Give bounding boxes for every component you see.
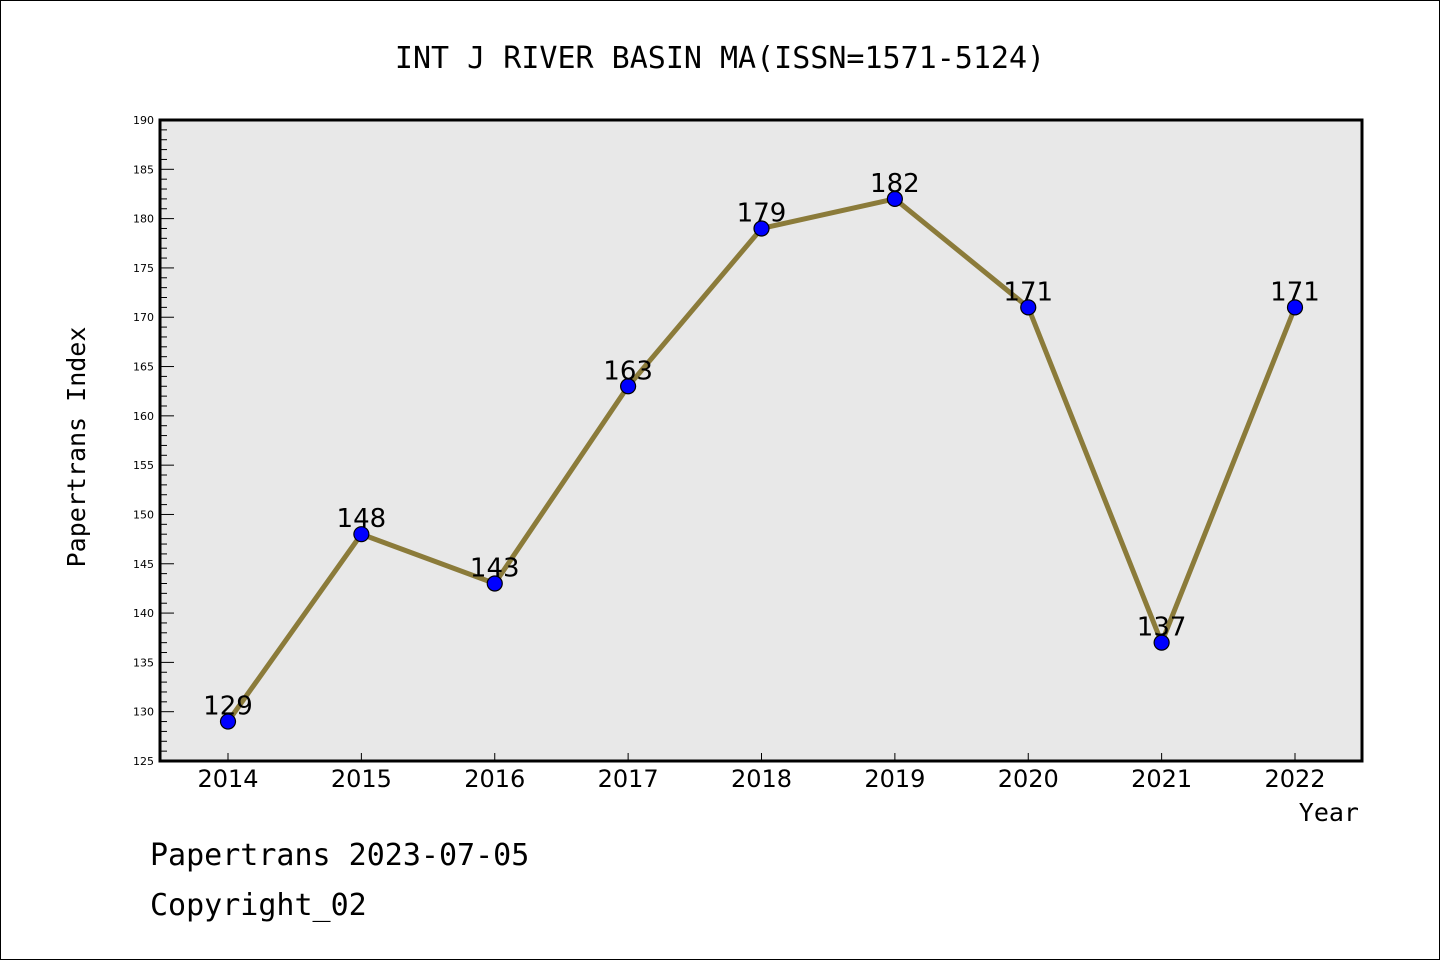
data-label: 182	[870, 169, 920, 199]
data-label: 148	[337, 504, 387, 534]
data-label: 171	[1270, 277, 1320, 307]
y-tick-label: 185	[133, 163, 154, 176]
chart-title: INT J RIVER BASIN MA(ISSN=1571-5124)	[395, 41, 1045, 76]
data-point	[1020, 299, 1037, 316]
x-tick-label: 2020	[998, 765, 1059, 793]
y-tick-label: 190	[133, 114, 154, 127]
x-tick-label: 2016	[464, 765, 525, 793]
x-axis-label: Year	[1299, 798, 1359, 827]
data-point	[753, 220, 770, 237]
data-point	[886, 190, 903, 207]
x-axis-ticks: 2014 2015 2016 2017 2018 2019 2020 2021 2022	[197, 753, 1326, 793]
data-markers	[219, 190, 1304, 730]
data-point	[219, 713, 237, 730]
y-tick-label: 170	[133, 311, 154, 324]
x-tick-label: 2018	[731, 765, 792, 793]
y-tick-label: 145	[133, 558, 154, 571]
x-tick-label: 2014	[197, 765, 258, 793]
y-tick-label: 165	[133, 361, 154, 374]
data-label: 143	[470, 553, 520, 583]
data-point	[620, 378, 637, 395]
y-tick-label: 135	[133, 656, 154, 669]
x-tick-label: 2022	[1264, 765, 1325, 793]
y-tick-label: 180	[133, 213, 154, 226]
data-labels: 129 148 143 163 179 182 171 137 171	[203, 169, 1320, 722]
y-tick-label: 175	[133, 262, 154, 275]
x-tick-label: 2021	[1131, 765, 1192, 793]
data-label: 129	[203, 692, 253, 722]
y-axis-ticks: 125 130 135 140 145 150 155 160 165 170 175 180 185 1…	[133, 114, 174, 768]
y-tick-label: 160	[133, 410, 154, 423]
data-point	[353, 526, 370, 543]
y-tick-label: 155	[133, 459, 154, 472]
x-tick-label: 2017	[598, 765, 659, 793]
data-label: 163	[603, 356, 653, 386]
footer-date: Papertrans 2023-07-05	[150, 838, 529, 873]
data-label: 171	[1003, 277, 1053, 307]
x-tick-label: 2015	[331, 765, 392, 793]
data-point	[1286, 299, 1304, 316]
footer-copyright: Copyright_02	[150, 888, 367, 923]
y-tick-label: 125	[133, 755, 154, 768]
y-tick-label: 140	[133, 607, 154, 620]
data-point	[1153, 634, 1170, 651]
x-tick-label: 2019	[864, 765, 925, 793]
y-tick-label: 150	[133, 508, 154, 521]
data-point	[486, 575, 503, 592]
y-axis-label: Papertrans Index	[62, 327, 91, 568]
data-label: 179	[737, 198, 787, 228]
data-label: 137	[1137, 613, 1187, 643]
y-tick-label: 130	[133, 706, 154, 719]
